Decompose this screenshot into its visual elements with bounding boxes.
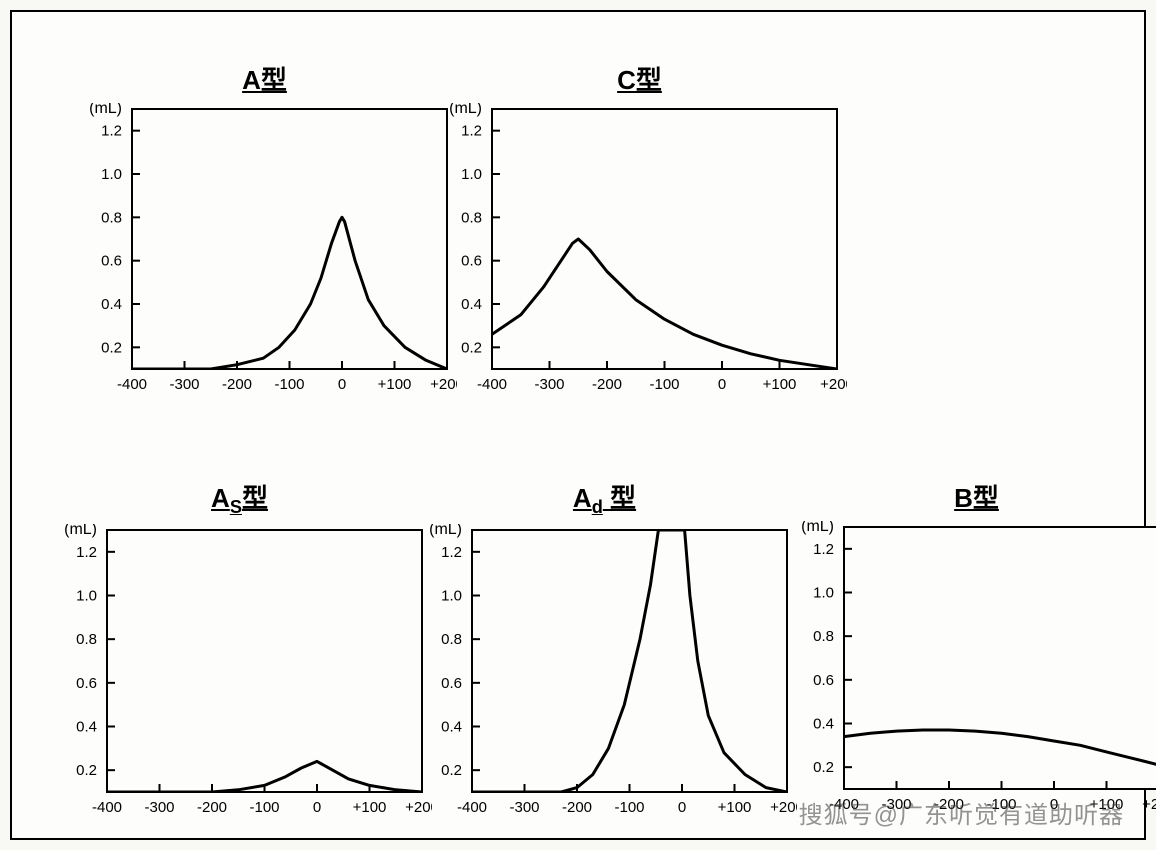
svg-text:+100: +100	[718, 799, 752, 816]
svg-text:1.2: 1.2	[813, 541, 834, 558]
svg-text:+200: +200	[820, 376, 847, 393]
svg-text:1.0: 1.0	[461, 166, 482, 183]
svg-text:0.8: 0.8	[441, 631, 462, 648]
svg-text:1.0: 1.0	[441, 588, 462, 605]
svg-text:0.8: 0.8	[101, 209, 122, 226]
chart-title-ad: Ad 型	[412, 478, 797, 518]
svg-text:0.8: 0.8	[813, 628, 834, 645]
chart-svg-as: 0.2 0.4 0.6 0.8 1.0 1.2 (mL) -400 -300 -200 -100 0 +…	[47, 524, 432, 846]
svg-text:-100: -100	[249, 799, 279, 816]
svg-text:0.4: 0.4	[461, 296, 482, 313]
svg-text:1.2: 1.2	[461, 123, 482, 140]
svg-text:0.4: 0.4	[441, 719, 462, 736]
svg-text:1.2: 1.2	[76, 544, 97, 561]
svg-text:+100: +100	[763, 376, 797, 393]
svg-text:0.2: 0.2	[101, 339, 122, 356]
svg-text:-100: -100	[649, 376, 679, 393]
svg-text:0.6: 0.6	[101, 253, 122, 270]
svg-text:(mL): (mL)	[449, 103, 482, 117]
svg-text:1.0: 1.0	[813, 585, 834, 602]
svg-text:0: 0	[313, 799, 321, 816]
svg-text:0.4: 0.4	[76, 719, 97, 736]
svg-text:-200: -200	[562, 799, 592, 816]
svg-text:-300: -300	[534, 376, 564, 393]
svg-text:-200: -200	[934, 796, 964, 813]
chart-title-as: AS型	[47, 478, 432, 518]
svg-text:0.2: 0.2	[461, 339, 482, 356]
chart-title-a: A型	[72, 60, 457, 97]
svg-text:-100: -100	[986, 796, 1016, 813]
svg-text:0.6: 0.6	[461, 253, 482, 270]
svg-text:1.2: 1.2	[441, 544, 462, 561]
svg-text:0.8: 0.8	[461, 209, 482, 226]
chart-ad: Ad 型 0.2 0.4 0.6 0.8 1.0 1.2 (mL) -400 -300 -200 -1…	[412, 478, 797, 846]
svg-text:-300: -300	[169, 376, 199, 393]
chart-svg-ad: 0.2 0.4 0.6 0.8 1.0 1.2 (mL) -400 -300 -200 -100 0 +…	[412, 524, 797, 846]
svg-text:(mL): (mL)	[801, 521, 834, 535]
svg-text:0.8: 0.8	[76, 631, 97, 648]
svg-text:-200: -200	[222, 376, 252, 393]
svg-text:-400: -400	[829, 796, 859, 813]
chart-title-b: B型	[784, 478, 1156, 515]
svg-text:-200: -200	[592, 376, 622, 393]
svg-text:0.6: 0.6	[441, 675, 462, 692]
svg-text:0: 0	[338, 376, 346, 393]
chart-svg-a: 0.2 0.4 0.6 0.8 1.0 1.2 (mL) -400 -300 -200 -100 0 +…	[72, 103, 457, 423]
svg-text:0: 0	[678, 799, 686, 816]
svg-text:0.4: 0.4	[813, 716, 834, 733]
svg-text:-200: -200	[197, 799, 227, 816]
svg-text:-100: -100	[614, 799, 644, 816]
chart-svg-c: 0.2 0.4 0.6 0.8 1.0 1.2 (mL) -400 -300 -200 -100 0 +…	[432, 103, 847, 423]
svg-text:-300: -300	[509, 799, 539, 816]
chart-svg-b: 0.2 0.4 0.6 0.8 1.0 1.2 (mL) -400 -300 -200 -100 0 +…	[784, 521, 1156, 843]
chart-title-c: C型	[432, 60, 847, 97]
svg-text:0.2: 0.2	[813, 759, 834, 776]
chart-b: B型 0.2 0.4 0.6 0.8 1.0 1.2 (mL) -400 -300 -200 -100…	[784, 478, 1156, 843]
svg-text:-400: -400	[477, 376, 507, 393]
svg-text:(mL): (mL)	[64, 524, 97, 538]
svg-text:1.0: 1.0	[76, 588, 97, 605]
chart-as: AS型 0.2 0.4 0.6 0.8 1.0 1.2 (mL) -400 -300 -200 -10…	[47, 478, 432, 846]
chart-a: A型 0.2 0.4 0.6 0.8 1.0 1.2 (mL) -400 -300 -200 -100…	[72, 60, 457, 423]
svg-text:0: 0	[1050, 796, 1058, 813]
svg-text:0.4: 0.4	[101, 296, 122, 313]
svg-text:-400: -400	[92, 799, 122, 816]
svg-text:(mL): (mL)	[89, 103, 122, 117]
figure-canvas: A型 0.2 0.4 0.6 0.8 1.0 1.2 (mL) -400 -300 -200 -100…	[10, 10, 1146, 840]
svg-text:0.2: 0.2	[76, 762, 97, 779]
svg-text:-100: -100	[274, 376, 304, 393]
svg-text:0: 0	[718, 376, 726, 393]
svg-text:0.2: 0.2	[441, 762, 462, 779]
svg-text:-300: -300	[881, 796, 911, 813]
svg-text:0.6: 0.6	[813, 672, 834, 689]
svg-text:1.2: 1.2	[101, 123, 122, 140]
svg-text:-400: -400	[457, 799, 487, 816]
svg-text:(mL): (mL)	[429, 524, 462, 538]
chart-c: C型 0.2 0.4 0.6 0.8 1.0 1.2 (mL) -400 -300 -200 -100…	[432, 60, 847, 423]
svg-text:+200: +200	[1142, 796, 1156, 813]
svg-text:+100: +100	[1090, 796, 1124, 813]
svg-text:0.6: 0.6	[76, 675, 97, 692]
svg-text:+100: +100	[353, 799, 387, 816]
svg-text:+100: +100	[378, 376, 412, 393]
svg-text:-300: -300	[144, 799, 174, 816]
svg-text:1.0: 1.0	[101, 166, 122, 183]
svg-text:-400: -400	[117, 376, 147, 393]
